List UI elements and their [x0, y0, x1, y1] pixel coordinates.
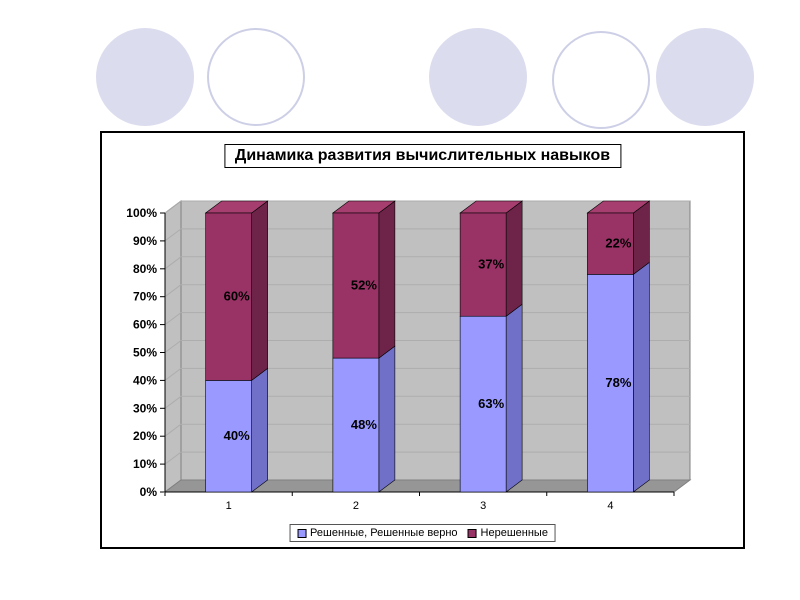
decorative-circle-4 — [552, 31, 650, 129]
y-axis-tick-label: 90% — [133, 234, 157, 248]
bar-front-series1 — [205, 380, 252, 493]
bar-side-series1 — [633, 261, 650, 493]
bar-front-series2 — [332, 212, 380, 359]
y-axis-tick-label: 30% — [133, 401, 157, 415]
gridline-side — [164, 284, 182, 298]
bar-value-label-series1: 40% — [224, 428, 250, 443]
bar-value-label-series2: 52% — [351, 278, 377, 293]
bar-side-series2 — [251, 200, 268, 381]
y-axis-tick-label: 20% — [133, 429, 157, 443]
legend-item-series1: Решенные, Решенные верно — [297, 527, 458, 539]
gridline-side — [164, 451, 182, 465]
bar-front-series1 — [587, 274, 634, 493]
gridline-side — [164, 312, 182, 326]
chart-legend: Решенные, Решенные верно Нерешенные — [289, 524, 556, 542]
legend-swatch-series1 — [297, 528, 307, 538]
bar-side-series2 — [633, 200, 650, 275]
bar-front-series2 — [459, 212, 507, 317]
chart-frame: Динамика развития вычислительных навыков… — [100, 131, 745, 549]
x-category-label: 1 — [226, 500, 232, 512]
bar-side-series1 — [378, 345, 396, 493]
y-axis-tick-label: 100% — [126, 206, 157, 220]
x-category-label: 2 — [353, 500, 359, 512]
gridline-side — [164, 228, 182, 242]
gridline-side — [164, 340, 182, 353]
y-axis-tick-label: 10% — [133, 457, 157, 471]
stacked-bar-chart: 0% 10% 20% 30% 40% 50% 60% 70% 80% 90% 100% 1 2 3 4 40%… — [126, 200, 692, 512]
legend-swatch-series2 — [467, 528, 477, 538]
bar-side-series2 — [378, 200, 396, 359]
gridline-side — [164, 395, 182, 409]
bar-value-label-series2: 60% — [224, 289, 250, 304]
chart-title-text: Динамика развития вычислительных навыков — [234, 147, 611, 164]
decorative-circle-1 — [96, 28, 194, 126]
bar-side-series1 — [505, 303, 523, 493]
bar-value-label-series2: 37% — [478, 257, 504, 272]
bar-value-label-series1: 48% — [351, 417, 377, 432]
y-axis-tick-label: 70% — [133, 290, 157, 304]
y-axis-tick-label: 40% — [133, 373, 157, 387]
decorative-circle-2 — [207, 28, 305, 126]
gridline-side — [164, 367, 182, 381]
y-axis-tick-label: 80% — [133, 262, 157, 276]
gridline-side — [164, 423, 182, 437]
bar-value-label-series1: 78% — [605, 375, 631, 390]
gridline-side — [164, 200, 182, 214]
legend-label-series1: Решенные, Решенные верно — [310, 527, 458, 539]
bar-front-series1 — [332, 357, 380, 493]
legend-label-series2: Нерешенные — [480, 527, 548, 539]
y-axis-tick-label: 0% — [140, 485, 158, 499]
bar-side-series1 — [251, 367, 268, 493]
bar-value-label-series2: 22% — [605, 236, 631, 251]
y-axis-tick-label: 60% — [133, 318, 157, 332]
decorative-circle-3 — [429, 28, 527, 126]
decorative-circle-5 — [656, 28, 754, 126]
bar-front-series2 — [205, 212, 252, 381]
bar-value-label-series1: 63% — [478, 396, 504, 411]
gridline-side — [164, 256, 182, 270]
bar-side-series2 — [505, 200, 523, 317]
x-category-label: 4 — [607, 500, 613, 512]
legend-item-series2: Нерешенные — [467, 527, 548, 539]
x-category-label: 3 — [480, 500, 486, 512]
chart-title: Динамика развития вычислительных навыков — [223, 144, 622, 168]
bar-front-series2 — [587, 212, 634, 275]
y-axis-tick-label: 50% — [133, 346, 157, 360]
